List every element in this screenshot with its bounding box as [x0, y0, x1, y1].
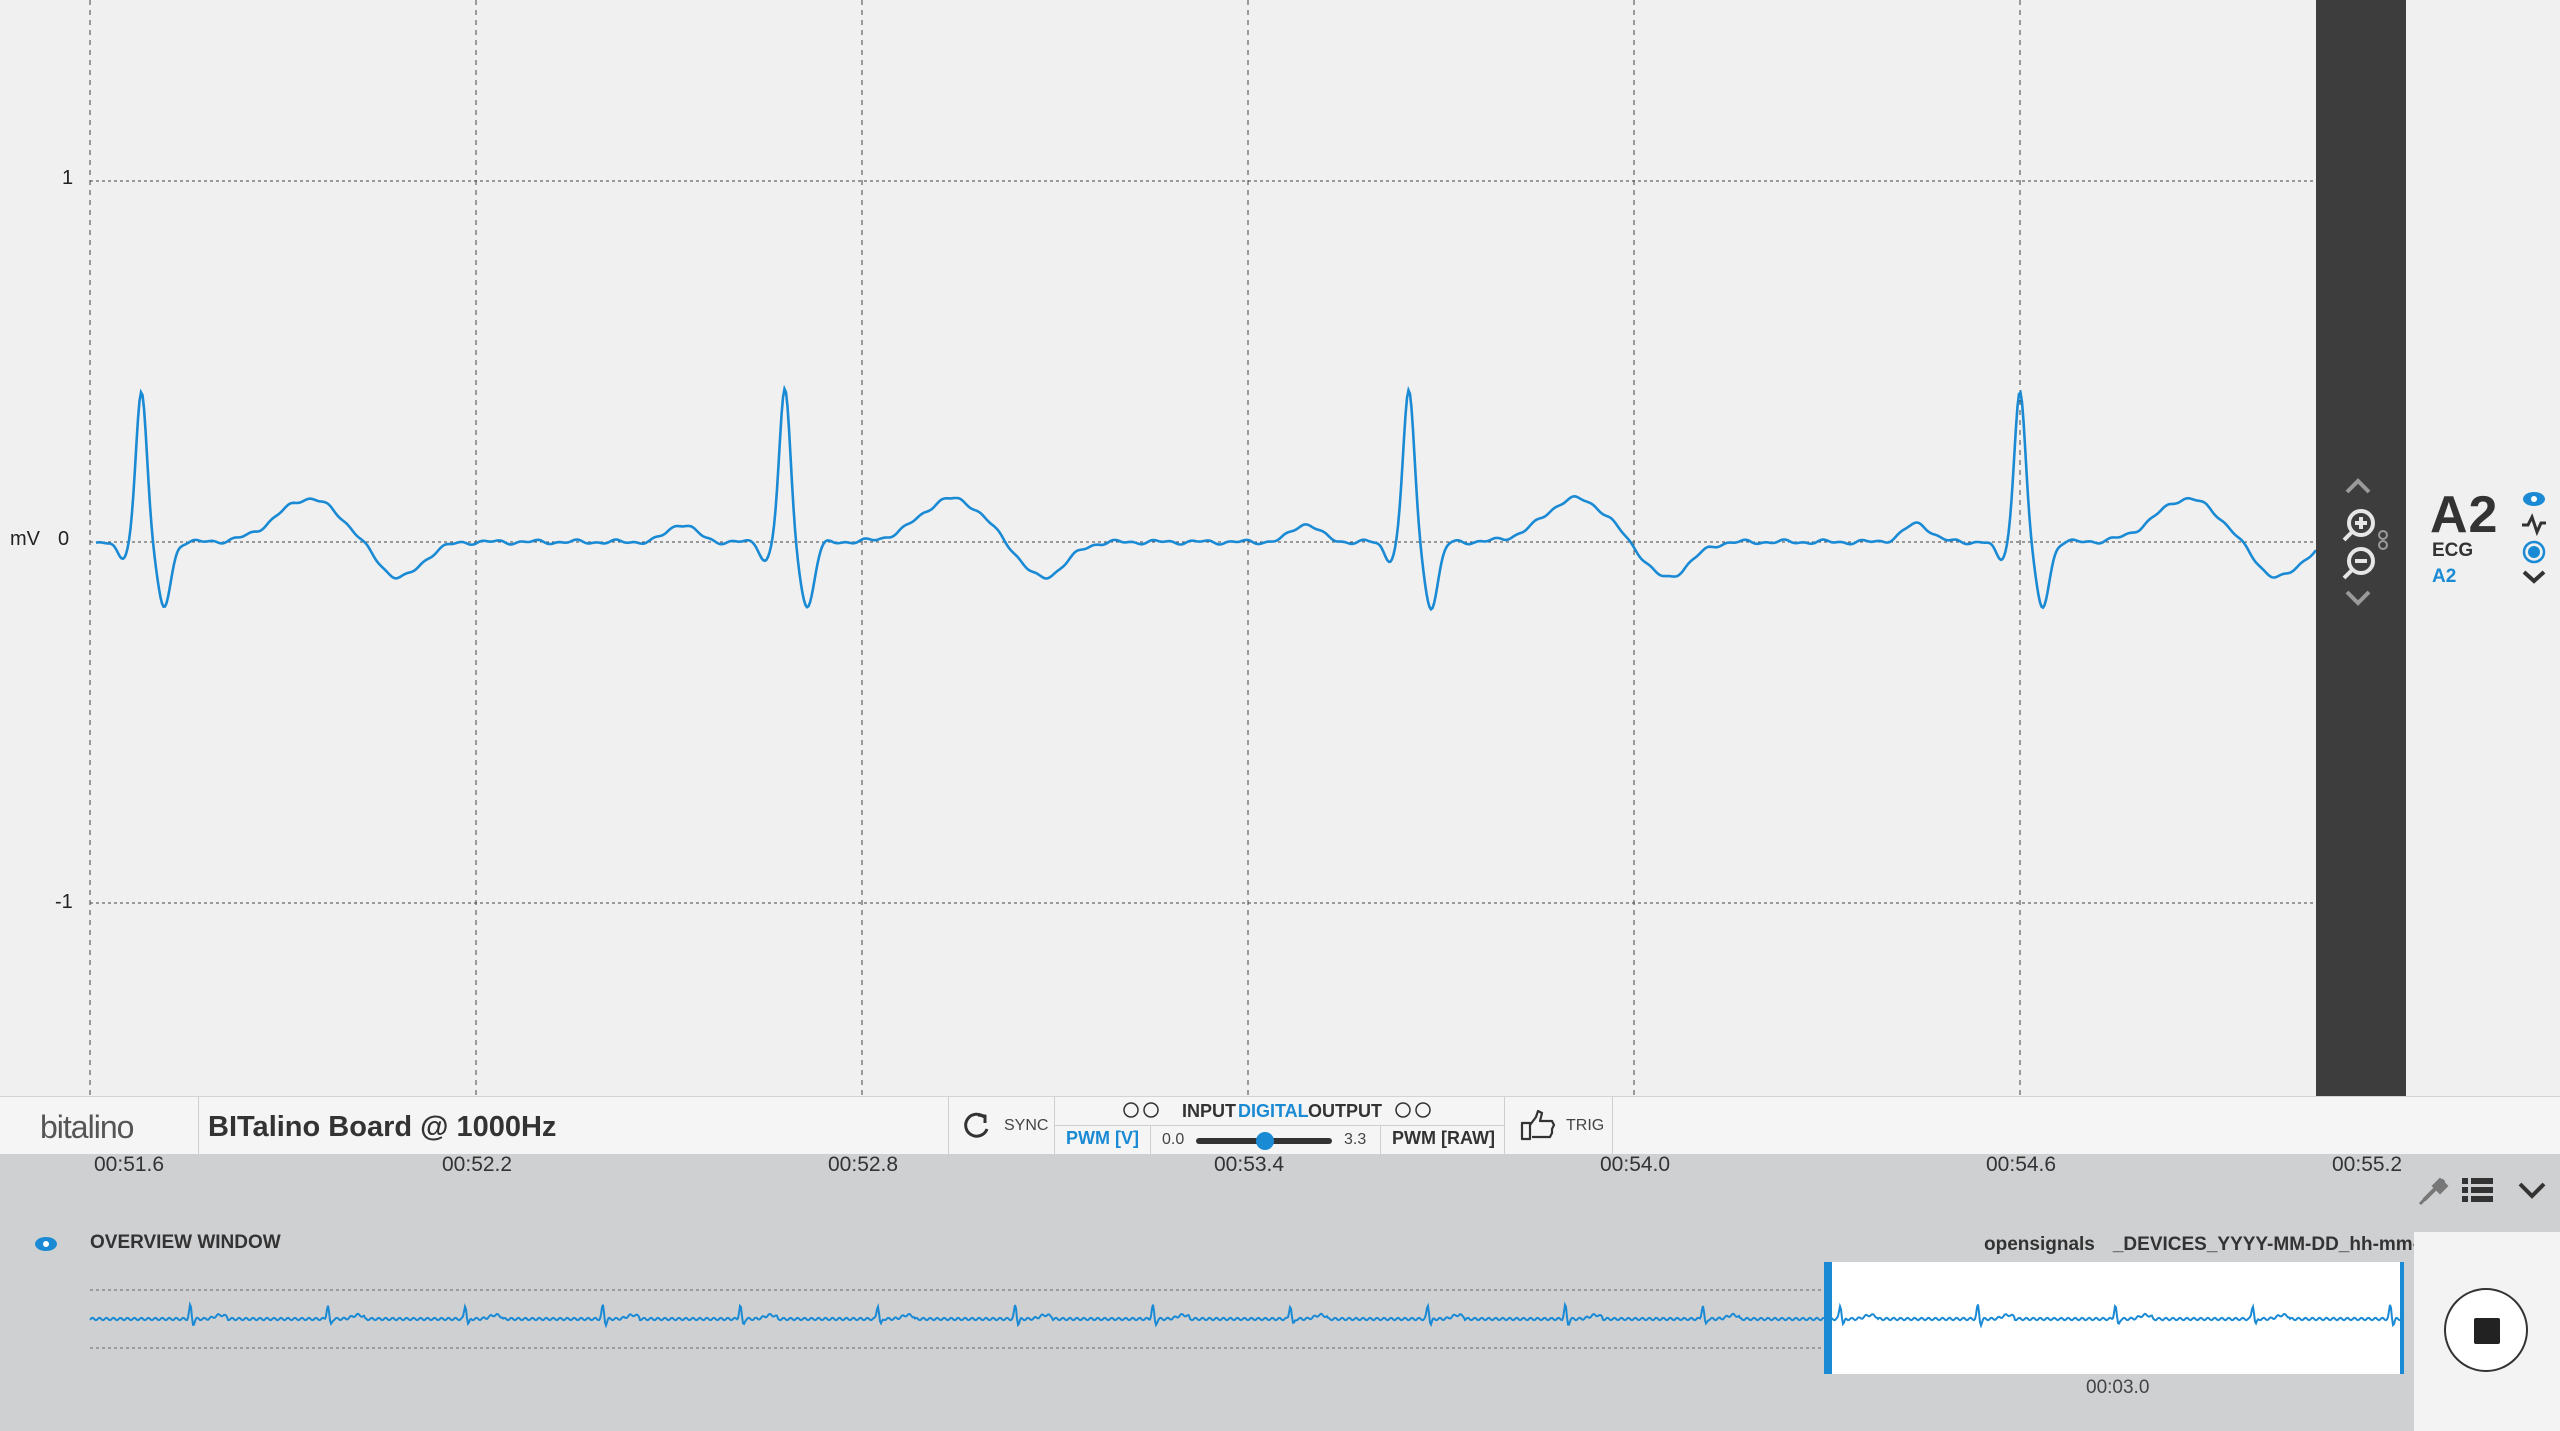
zoom-controls	[2342, 478, 2388, 606]
time-tick-label: 00:52.2	[442, 1153, 513, 1176]
zoom-out-icon	[2342, 547, 2375, 580]
chevron-down-icon	[2345, 590, 2371, 606]
device-title: BITalino Board @ 1000Hz	[208, 1111, 557, 1143]
io-output-label: OUTPUT	[1308, 1101, 1382, 1121]
pwm-slider[interactable]	[1196, 1132, 1332, 1150]
pwm-raw-toggle[interactable]: PWM [RAW]	[1392, 1128, 1495, 1148]
channel-type: ECG	[2432, 540, 2474, 561]
stop-button[interactable]	[2444, 1288, 2528, 1372]
io-input-label: INPUT	[1182, 1101, 1236, 1121]
time-tick-label: 00:54.0	[1600, 1153, 1671, 1176]
chevron-up-icon	[2345, 478, 2371, 494]
digital-input-indicators	[1123, 1102, 1159, 1118]
channel-port: A2	[2432, 566, 2457, 587]
pwm-min-value: 0.0	[1162, 1131, 1185, 1148]
eye-icon[interactable]	[2523, 492, 2545, 506]
pwm-volt-toggle[interactable]: PWM [V]	[1066, 1128, 1139, 1148]
chevron-down-icon[interactable]	[2512, 1170, 2552, 1210]
list-icon[interactable]	[2458, 1170, 2498, 1210]
waveform-icon[interactable]	[2522, 513, 2546, 537]
sync-label: SYNC	[1004, 1117, 1049, 1134]
file-name: _DEVICES_YYYY-MM-DD_hh-mm-ss*	[2112, 1234, 2448, 1255]
overview-plot	[89, 1262, 2405, 1374]
ecg-series-line	[95, 384, 2316, 612]
pwm-max-value: 3.3	[1344, 1131, 1367, 1148]
link-icon	[2378, 530, 2388, 550]
time-tick-label: 00:55.2	[2332, 1153, 2403, 1176]
bitalino-logo: bitalino	[40, 1109, 134, 1145]
signal-plot[interactable]: mV 1 0 -1	[0, 0, 2316, 1096]
y-unit-label: mV	[10, 528, 40, 550]
zoom-in-icon	[2342, 509, 2375, 542]
sync-icon	[964, 1112, 989, 1138]
io-digital-label: DIGITAL	[1238, 1101, 1309, 1121]
y-tick-label-neg1: -1	[55, 891, 73, 913]
record-icon[interactable]	[2522, 540, 2546, 564]
plug-icon[interactable]	[2414, 1170, 2454, 1210]
trigger-button[interactable]: TRIG	[1514, 1105, 1604, 1145]
hand-pointer-icon	[1520, 1109, 1556, 1141]
sync-button[interactable]: SYNC	[958, 1107, 1048, 1143]
recording-file-label: opensignals _DEVICES_YYYY-MM-DD_hh-mm-ss*	[1984, 1234, 2448, 1256]
y-tick-label-1: 1	[62, 167, 74, 189]
overview-series-line	[89, 1300, 2405, 1329]
eye-icon[interactable]	[32, 1234, 62, 1254]
zoom-bar[interactable]	[2316, 0, 2406, 1096]
digital-output-indicators[interactable]	[1394, 1101, 1436, 1119]
stop-icon	[2474, 1318, 2500, 1344]
time-tick-label: 00:54.6	[1986, 1153, 2057, 1176]
channel-panel: A2 ECG A2	[2406, 0, 2560, 1096]
time-tick-label: 00:52.8	[828, 1153, 899, 1176]
channel-name: A2	[2430, 486, 2499, 544]
app-name: opensignals	[1984, 1234, 2095, 1255]
pwm-slider-handle[interactable]	[1256, 1132, 1274, 1150]
time-tick-label: 00:51.6	[94, 1153, 165, 1176]
y-tick-label-0: 0	[58, 528, 70, 550]
chevron-down-icon[interactable]	[2522, 570, 2546, 584]
trigger-label: TRIG	[1566, 1117, 1605, 1134]
device-toolbar: bitalino BITalino Board @ 1000Hz SYNC IN…	[0, 1096, 2560, 1155]
ecg-plot-svg	[89, 0, 2316, 1096]
overview-panel	[0, 1154, 2560, 1431]
overview-window-left-handle	[1824, 1262, 1832, 1374]
overview-window-label: OVERVIEW WINDOW	[90, 1232, 281, 1253]
overview-window-duration: 00:03.0	[2086, 1377, 2150, 1398]
channel-controls	[2522, 492, 2546, 584]
time-tick-label: 00:53.4	[1214, 1153, 1285, 1176]
